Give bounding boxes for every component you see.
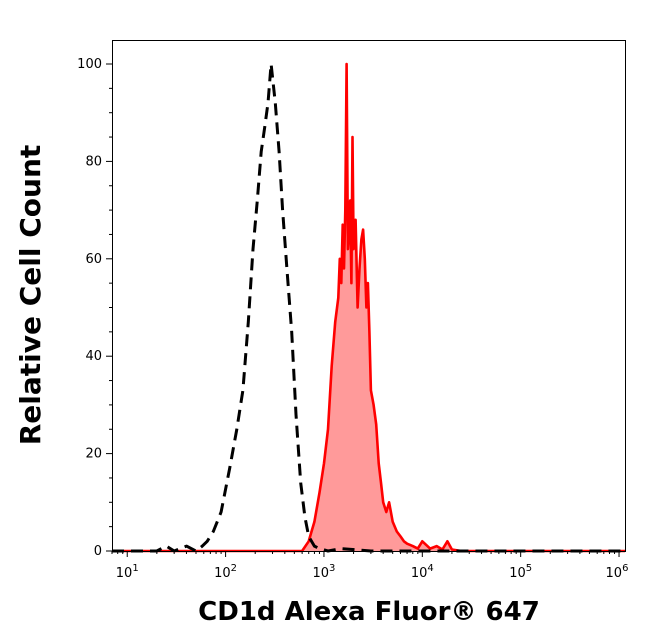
y-tick-label: 60 [85,252,102,267]
y-tick-label: 20 [85,447,102,462]
y-tick-label: 0 [94,544,102,559]
x-tick-label: 102 [214,563,237,581]
series-1-line [112,62,625,553]
x-tick-label: 104 [411,563,434,581]
series-layer [112,62,625,553]
x-tick-label: 106 [606,563,629,581]
x-tick-label: 105 [509,563,532,581]
x-tick-label: 101 [116,563,139,581]
series-0-line [112,62,625,553]
y-tick-label: 40 [85,349,102,364]
y-tick-label: 80 [85,154,102,169]
axis-layer: 0 20 40 60 80 100 101 102 103 104 105 106 [77,57,628,581]
plot-frame [112,40,626,552]
y-axis-title: Relative Cell Count [14,145,47,446]
x-tick-label: 103 [312,563,335,581]
x-axis-title: CD1d Alexa Fluor® 647 [198,597,540,627]
y-tick-label: 100 [77,57,102,72]
